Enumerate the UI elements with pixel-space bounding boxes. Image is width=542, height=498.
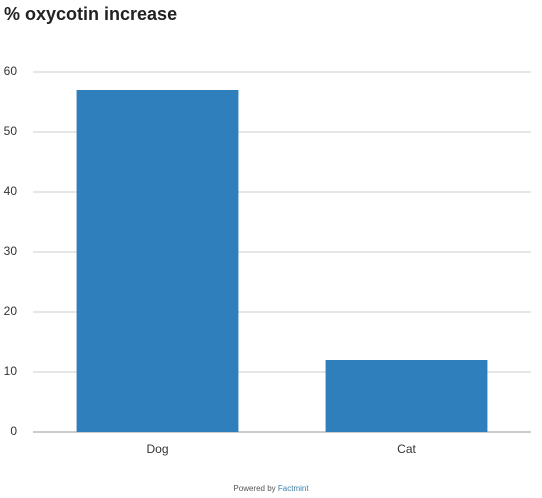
x-tick-label: Cat [397, 442, 416, 456]
y-tick-label: 40 [4, 184, 18, 198]
credit-brand[interactable]: Factmint [278, 484, 309, 493]
bar [76, 90, 239, 432]
chart-title: % oxycotin increase [4, 4, 177, 24]
y-tick-label: 10 [4, 364, 18, 378]
y-tick-label: 60 [4, 64, 18, 78]
y-tick-label: 50 [4, 124, 18, 138]
x-tick-label: Dog [146, 442, 168, 456]
credit: Powered by Factmint [233, 484, 309, 493]
y-tick-label: 0 [10, 424, 17, 438]
bar [325, 360, 488, 432]
y-tick-label: 20 [4, 304, 18, 318]
credit-prefix: Powered by [233, 484, 275, 493]
y-tick-label: 30 [4, 244, 18, 258]
